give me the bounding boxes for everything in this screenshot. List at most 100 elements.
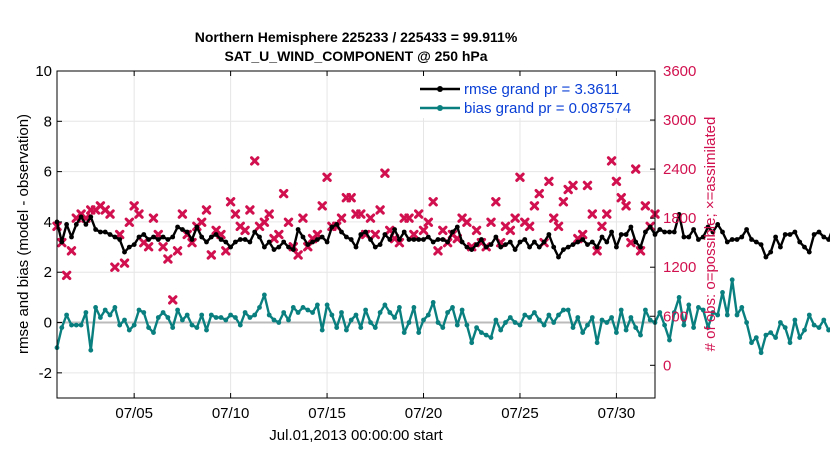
rmse-point (406, 237, 412, 242)
bias-point (488, 335, 494, 340)
rmse-point (469, 247, 475, 253)
rmse-point (199, 234, 205, 240)
bias-point (691, 325, 696, 330)
bias-point (512, 320, 518, 325)
obs-assimilated-marker (225, 197, 236, 207)
rmse-point (363, 229, 368, 235)
rmse-point (681, 234, 687, 240)
bias-point (816, 325, 822, 330)
obs-assimilated-marker (631, 164, 641, 174)
bias-point (440, 325, 446, 330)
rmse-point (122, 249, 127, 255)
rmse-point (589, 239, 595, 245)
bias-point (527, 315, 532, 320)
obs-assimilated-marker (317, 201, 327, 211)
rmse-point (507, 239, 513, 245)
right-tick-label: 2400 (663, 161, 696, 178)
rmse-point (474, 242, 479, 248)
rmse-point (647, 224, 653, 230)
bias-point (180, 317, 185, 323)
bias-point (421, 317, 426, 323)
rmse-point (768, 249, 774, 255)
obs-assimilated-marker (283, 217, 294, 227)
rmse-point (459, 239, 465, 245)
obs-assimilated-marker (129, 201, 139, 211)
obs-assimilated-marker (380, 168, 390, 178)
obs-assimilated-markers (52, 156, 660, 305)
rmse-point (599, 234, 605, 240)
rmse-point (705, 224, 711, 230)
bias-point (536, 317, 542, 323)
bias-point (295, 310, 301, 315)
bias-point (778, 320, 783, 325)
bias-point (720, 290, 725, 295)
bias-point (242, 310, 248, 315)
rmse-point (180, 227, 185, 232)
rmse-point (165, 237, 171, 242)
rmse-point (450, 229, 455, 235)
obs-assimilated-marker (206, 250, 217, 260)
rmse-point (787, 232, 793, 237)
bias-point (344, 327, 349, 333)
rmse-point (348, 237, 354, 242)
bias-point (667, 337, 672, 343)
bias-point (363, 307, 368, 313)
bias-point (681, 322, 687, 328)
rmse-point (724, 239, 730, 245)
obs-assimilated-marker (544, 176, 554, 187)
obs-assimilated-marker (230, 209, 241, 219)
rmse-point (262, 244, 267, 250)
rmse-point (368, 237, 373, 242)
rmse-point (700, 234, 706, 240)
obs-assimilated-marker (221, 246, 231, 256)
rmse-point (286, 244, 291, 250)
bias-point (522, 312, 528, 318)
rmse-point (93, 227, 98, 232)
bias-point (643, 307, 648, 313)
rmse-point (710, 229, 716, 235)
obs-assimilated-marker (611, 176, 622, 187)
rmse-point (594, 244, 600, 250)
bias-point (122, 317, 127, 323)
obs-assimilated-marker (438, 225, 448, 236)
rmse-point (247, 239, 253, 245)
rmse-point (638, 244, 643, 250)
x-tick-label: 07/30 (598, 405, 636, 422)
bias-point (348, 317, 354, 323)
bias-point (64, 312, 69, 318)
obs-assimilated-marker (356, 209, 366, 219)
obs-assimilated-marker (370, 229, 380, 240)
rmse-point (194, 224, 200, 230)
rmse-point (290, 247, 296, 253)
obs-assimilated-marker (534, 188, 544, 199)
bias-point (334, 325, 340, 330)
bias-point (136, 307, 142, 313)
bias-point (208, 312, 214, 318)
rmse-point (223, 239, 229, 245)
bias-point (551, 320, 557, 325)
obs-assimilated-marker (153, 229, 163, 240)
grid-lines (57, 70, 655, 398)
bias-point (315, 302, 320, 308)
bias-point (397, 305, 402, 310)
obs-assimilated-marker (201, 205, 212, 215)
right-tick-label: 1200 (663, 259, 696, 276)
bias-point (406, 320, 412, 325)
bias-point (556, 312, 561, 318)
bias-point (319, 327, 325, 333)
bias-point (165, 315, 171, 320)
left-axis-ticks: -2 0 2 4 6 8 10 (35, 63, 62, 382)
bias-point (416, 330, 422, 335)
rmse-point (811, 232, 817, 237)
rmse-point (73, 222, 79, 227)
bias-point (155, 315, 161, 320)
obs-assimilated-marker (413, 209, 424, 219)
rmse-point (517, 239, 523, 245)
legend-box (415, 76, 650, 118)
bias-point (372, 325, 378, 330)
rmse-point (151, 234, 156, 240)
bias-point (204, 327, 209, 333)
bias-point (618, 307, 624, 313)
x-tick-label: 07/15 (308, 405, 346, 422)
bias-point (546, 312, 552, 318)
